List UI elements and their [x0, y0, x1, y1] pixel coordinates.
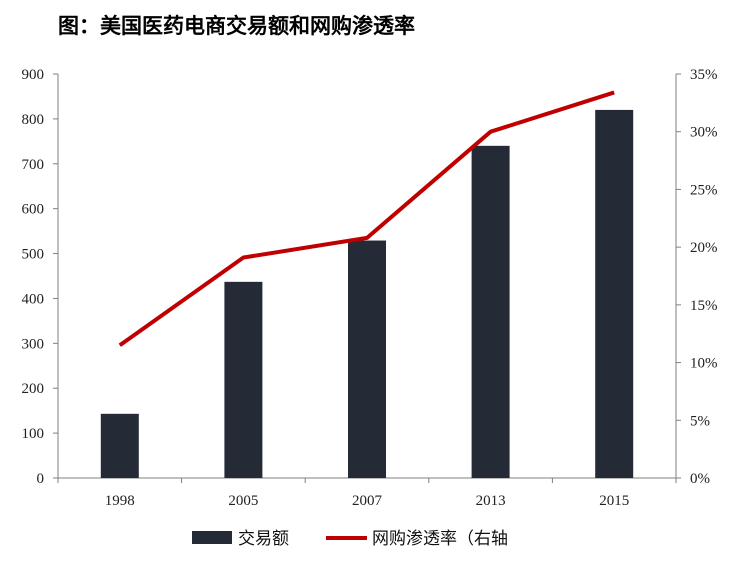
right-tick-label: 15% — [690, 298, 718, 314]
left-tick-label: 300 — [22, 336, 45, 352]
right-tick-label: 30% — [690, 125, 718, 141]
left-tick-label: 200 — [22, 381, 45, 397]
left-tick-label: 400 — [22, 291, 45, 307]
right-tick-label: 20% — [690, 240, 718, 256]
ticks-layer: 0 100 200 300 400 500 600 700 800 900 0% 5% 10% 15% 20… — [22, 67, 718, 509]
bar-2015 — [595, 109, 634, 479]
line-layer — [118, 90, 615, 347]
left-tick-label: 500 — [22, 247, 45, 263]
legend-layer: 交易额 网购渗透率（右轴 — [192, 529, 508, 549]
legend-bar-swatch — [192, 531, 232, 544]
legend-bar-label: 交易额 — [238, 529, 289, 549]
x-tick-label: 1998 — [105, 493, 135, 509]
left-tick-label: 600 — [22, 202, 45, 218]
x-tick-label: 2013 — [476, 493, 506, 509]
bar-2005 — [224, 281, 263, 478]
bars-layer — [100, 109, 634, 479]
left-tick-label: 700 — [22, 157, 45, 173]
chart-title: 图：美国医药电商交易额和网购渗透率 — [58, 14, 415, 38]
x-tick-label: 2015 — [599, 493, 629, 509]
legend-line-label: 网购渗透率（右轴 — [372, 529, 508, 549]
right-tick-label: 25% — [690, 182, 718, 198]
left-tick-label: 900 — [22, 67, 45, 83]
right-tick-label: 0% — [690, 471, 710, 487]
left-tick-label: 0 — [37, 471, 45, 487]
x-tick-label: 2007 — [352, 493, 383, 509]
bar-1998 — [100, 413, 139, 478]
right-tick-label: 5% — [690, 413, 710, 429]
left-tick-label: 800 — [22, 112, 45, 128]
right-tick-label: 10% — [690, 356, 718, 372]
right-tick-label: 35% — [690, 67, 718, 83]
bar-2007 — [348, 240, 386, 478]
x-tick-label: 2005 — [228, 493, 258, 509]
left-tick-label: 100 — [22, 426, 45, 442]
bar-2013 — [471, 145, 510, 479]
